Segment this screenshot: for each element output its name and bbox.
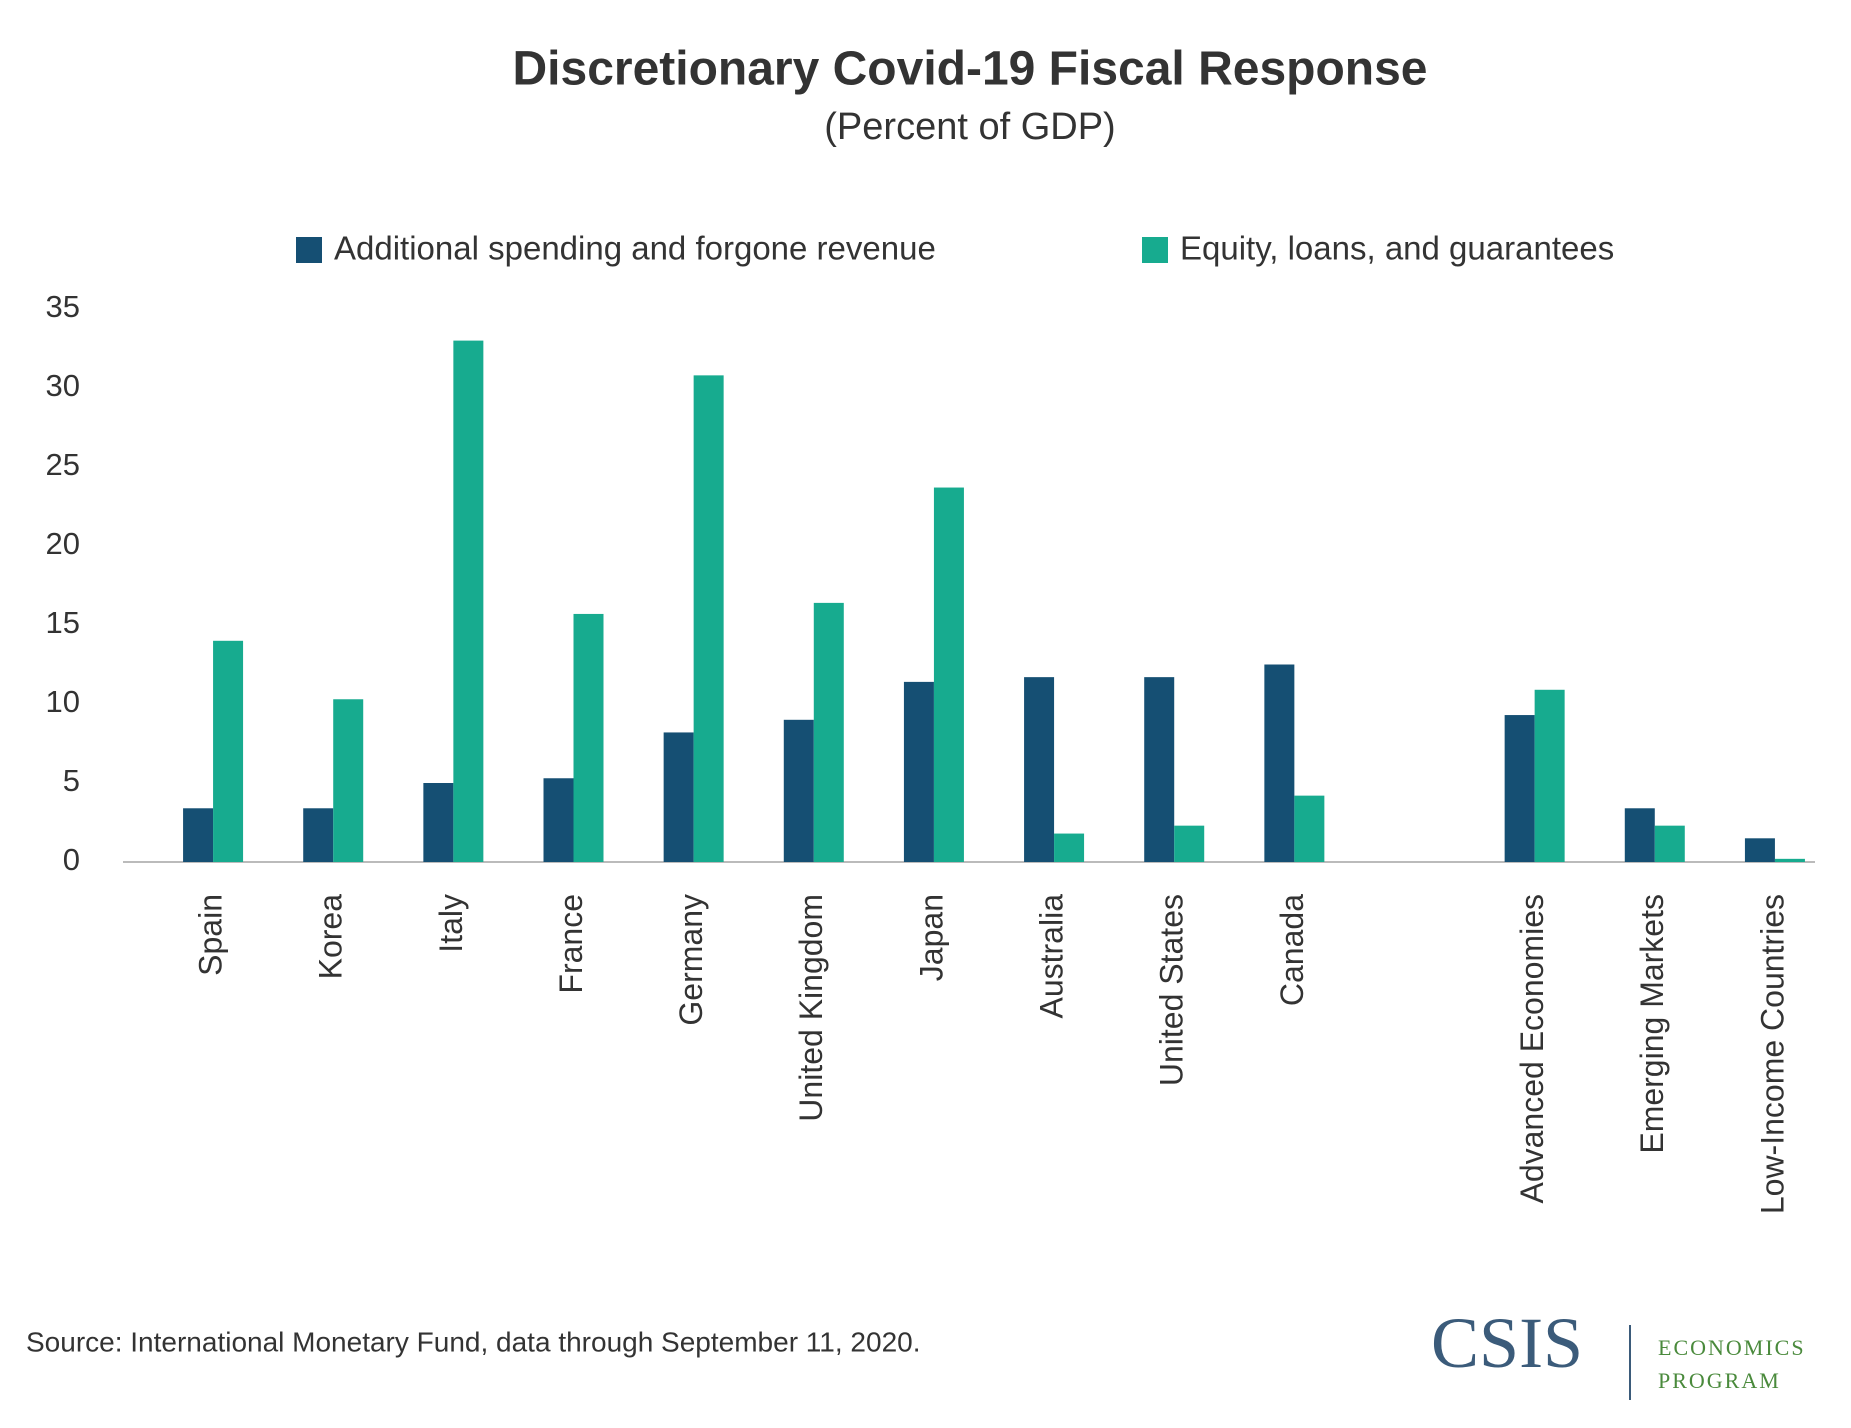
bar: [1624, 808, 1655, 862]
bar: [1144, 677, 1175, 862]
bar: [453, 340, 484, 863]
x-tick-label: Japan: [913, 894, 949, 981]
x-tick-label: Advanced Economies: [1514, 894, 1550, 1204]
x-tick-label: Spain: [193, 894, 229, 976]
bar: [663, 732, 694, 862]
x-tick-label: Korea: [313, 894, 349, 980]
y-tick-label: 30: [46, 368, 80, 403]
bar: [903, 681, 934, 862]
y-tick-label: 15: [46, 605, 80, 640]
legend-swatch: [1142, 237, 1168, 263]
bar: [1264, 664, 1295, 862]
x-tick-label: Australia: [1034, 894, 1070, 1019]
y-tick-label: 20: [46, 526, 80, 561]
bar: [1654, 825, 1685, 862]
logo-program: PROGRAM: [1658, 1368, 1781, 1393]
x-tick-label: Germany: [673, 894, 709, 1026]
bar: [813, 602, 844, 862]
logo-program: ECONOMICS: [1658, 1335, 1806, 1360]
bar: [1504, 715, 1535, 862]
legend-label: Additional spending and forgone revenue: [334, 230, 936, 267]
y-tick-label: 0: [63, 842, 80, 877]
source-note: Source: International Monetary Fund, dat…: [26, 1326, 921, 1357]
bar: [423, 783, 454, 862]
legend-label: Equity, loans, and guarantees: [1180, 230, 1614, 267]
bar: [1174, 825, 1205, 862]
bar: [543, 778, 574, 862]
logo-name: CSIS: [1431, 1303, 1583, 1383]
x-tick-label: United Kingdom: [793, 894, 829, 1122]
bar: [303, 808, 334, 862]
legend-swatch: [296, 237, 322, 263]
bar: [783, 719, 814, 862]
bar: [933, 487, 964, 862]
bar: [1054, 833, 1085, 862]
bar: [333, 699, 364, 862]
y-tick-label: 25: [46, 447, 80, 482]
bar: [1744, 838, 1775, 862]
bar: [1534, 689, 1565, 862]
bar: [213, 640, 244, 862]
x-tick-label: Emerging Markets: [1634, 894, 1670, 1154]
x-tick-label: Italy: [433, 894, 469, 953]
chart-subtitle: (Percent of GDP): [824, 106, 1115, 148]
bar: [1774, 858, 1805, 862]
x-tick-label: France: [553, 894, 589, 994]
bar: [693, 375, 724, 862]
bar: [1294, 795, 1325, 862]
x-tick-label: Low-Income Countries: [1754, 894, 1790, 1214]
y-tick-label: 35: [46, 289, 80, 324]
chart-title: Discretionary Covid-19 Fiscal Response: [513, 43, 1428, 96]
y-tick-label: 10: [46, 684, 80, 719]
bar: [1024, 677, 1055, 862]
bar: [573, 613, 604, 862]
y-tick-label: 5: [63, 763, 80, 798]
x-tick-label: Canada: [1274, 894, 1310, 1006]
x-tick-label: United States: [1154, 894, 1190, 1086]
bar: [183, 808, 214, 862]
